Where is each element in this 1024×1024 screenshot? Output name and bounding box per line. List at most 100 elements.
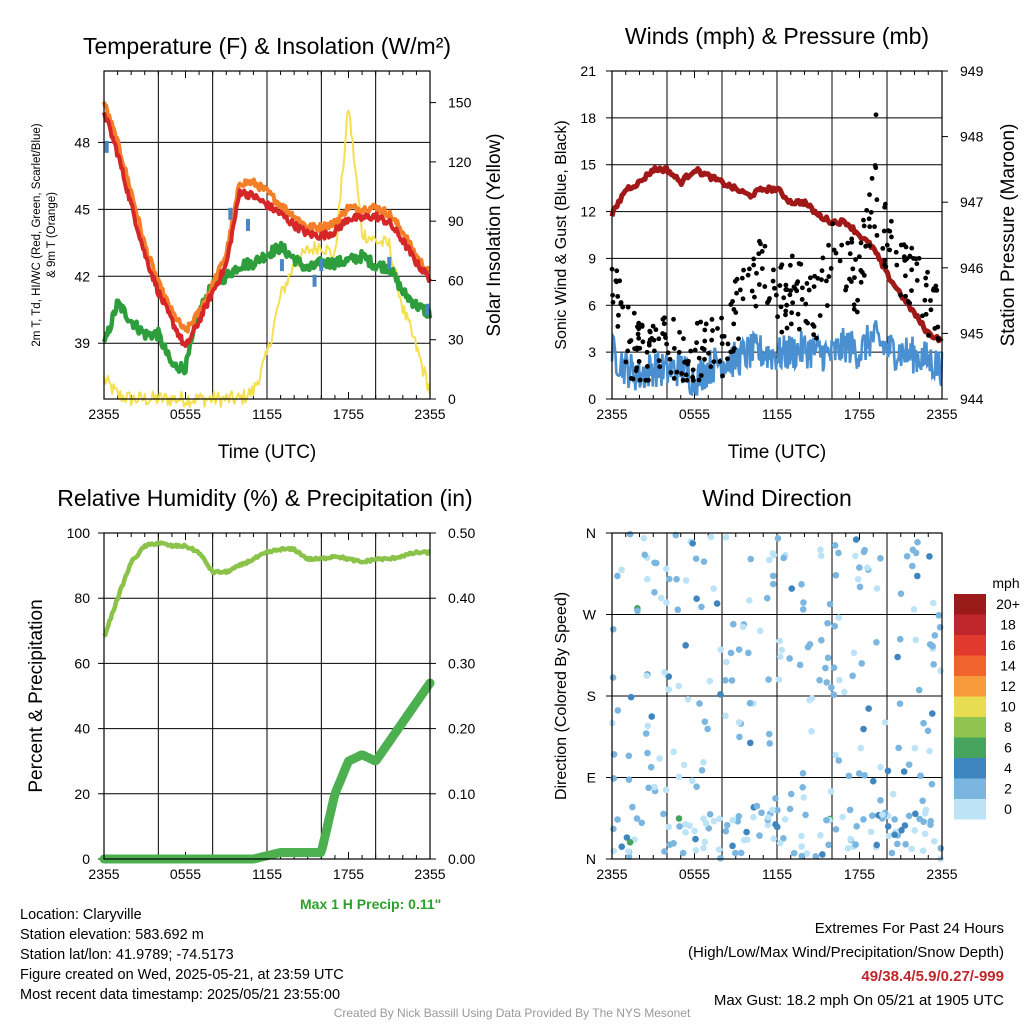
direction-point bbox=[898, 827, 905, 834]
direction-point bbox=[665, 823, 673, 831]
direction-point bbox=[731, 849, 739, 857]
direction-point bbox=[806, 641, 814, 648]
rh-xtick-label: 1155 bbox=[252, 866, 282, 882]
direction-point bbox=[704, 725, 711, 733]
direction-point bbox=[780, 834, 787, 842]
gust-point bbox=[644, 349, 650, 355]
direction-point bbox=[657, 594, 665, 602]
gust-point bbox=[893, 249, 899, 255]
gust-point bbox=[647, 329, 653, 335]
direction-point bbox=[895, 744, 902, 752]
gust-point bbox=[894, 262, 900, 268]
direction-point bbox=[856, 564, 863, 571]
direction-point bbox=[901, 822, 909, 829]
direction-point bbox=[877, 763, 884, 771]
wind-y2tick-label: 945 bbox=[960, 325, 984, 341]
direction-point bbox=[846, 806, 854, 814]
gust-point bbox=[861, 217, 866, 223]
direction-point bbox=[788, 585, 796, 592]
direction-point bbox=[855, 770, 863, 777]
gust-point bbox=[855, 297, 860, 303]
direction-point bbox=[781, 816, 789, 823]
gust-point bbox=[679, 371, 685, 376]
direction-point bbox=[693, 595, 700, 602]
direction-point bbox=[852, 552, 859, 560]
direction-point bbox=[644, 722, 652, 730]
legend-swatch bbox=[954, 717, 986, 738]
direction-point bbox=[753, 802, 761, 810]
gust-point bbox=[614, 279, 619, 285]
gust-point bbox=[740, 296, 746, 302]
gust-point bbox=[637, 377, 643, 383]
direction-point bbox=[877, 796, 884, 804]
gust-point bbox=[909, 267, 915, 273]
direction-point bbox=[885, 832, 893, 840]
direction-point bbox=[937, 844, 945, 852]
gust-point bbox=[640, 339, 646, 345]
gust-point bbox=[731, 321, 737, 327]
gust-point bbox=[767, 296, 772, 301]
direction-point bbox=[670, 748, 677, 756]
legend-swatch bbox=[954, 655, 986, 676]
gust-point bbox=[773, 292, 779, 298]
direction-point bbox=[663, 599, 670, 606]
gust-point bbox=[618, 300, 624, 305]
gust-point bbox=[888, 218, 894, 224]
gust-point bbox=[861, 223, 867, 229]
direction-point bbox=[665, 575, 673, 583]
direction-point bbox=[665, 686, 673, 693]
gust-point bbox=[874, 197, 880, 203]
gust-point bbox=[635, 324, 640, 330]
gust-point bbox=[615, 324, 621, 329]
insolation-line bbox=[103, 109, 431, 408]
direction-point bbox=[614, 572, 621, 580]
rh-border bbox=[103, 532, 431, 860]
gust-point bbox=[732, 278, 738, 284]
direction-point bbox=[831, 622, 839, 630]
direction-point bbox=[722, 677, 729, 684]
direction-point bbox=[825, 841, 832, 849]
gust-point bbox=[794, 281, 800, 286]
direction-point bbox=[778, 646, 786, 654]
direction-point bbox=[716, 815, 723, 823]
direction-point bbox=[675, 773, 683, 781]
gust-point bbox=[874, 232, 880, 238]
direction-point bbox=[634, 607, 641, 615]
direction-point bbox=[894, 840, 901, 848]
direction-point bbox=[644, 749, 651, 757]
temp-y2tick-label: 30 bbox=[448, 332, 464, 348]
gust-point bbox=[759, 249, 765, 254]
gust-point bbox=[789, 310, 795, 316]
direction-point bbox=[835, 614, 842, 621]
direction-point bbox=[700, 558, 708, 565]
gust-point bbox=[850, 266, 856, 272]
gust-point bbox=[762, 243, 768, 249]
wind-y2tick-label: 946 bbox=[960, 260, 984, 276]
gust-point bbox=[696, 377, 702, 383]
rh-ytick-label: 20 bbox=[74, 786, 90, 802]
direction-point bbox=[656, 755, 663, 762]
gust-point bbox=[725, 341, 731, 347]
temp-y2tick-label: 60 bbox=[448, 272, 464, 288]
direction-point bbox=[905, 761, 913, 768]
dir-ytick-label: W bbox=[583, 607, 597, 623]
gust-point bbox=[677, 329, 682, 335]
direction-point bbox=[682, 577, 690, 584]
direction-point bbox=[737, 849, 745, 857]
temp-ytick-label: 39 bbox=[74, 335, 90, 351]
gust-point bbox=[851, 302, 857, 308]
gust-point bbox=[873, 165, 879, 171]
direction-point bbox=[717, 854, 724, 862]
direction-point bbox=[700, 759, 707, 766]
direction-point bbox=[692, 555, 700, 562]
direction-point bbox=[910, 606, 918, 613]
recent-text: Most recent data timestamp: 2025/05/21 2… bbox=[20, 987, 341, 1003]
direction-point bbox=[903, 552, 911, 560]
gust-point bbox=[719, 315, 724, 321]
direction-point bbox=[756, 832, 763, 839]
legend-label: 12 bbox=[1000, 678, 1016, 694]
rh-xtick-label: 1755 bbox=[333, 866, 364, 882]
direction-point bbox=[629, 803, 636, 811]
direction-point bbox=[860, 816, 867, 823]
direction-point bbox=[873, 585, 881, 592]
